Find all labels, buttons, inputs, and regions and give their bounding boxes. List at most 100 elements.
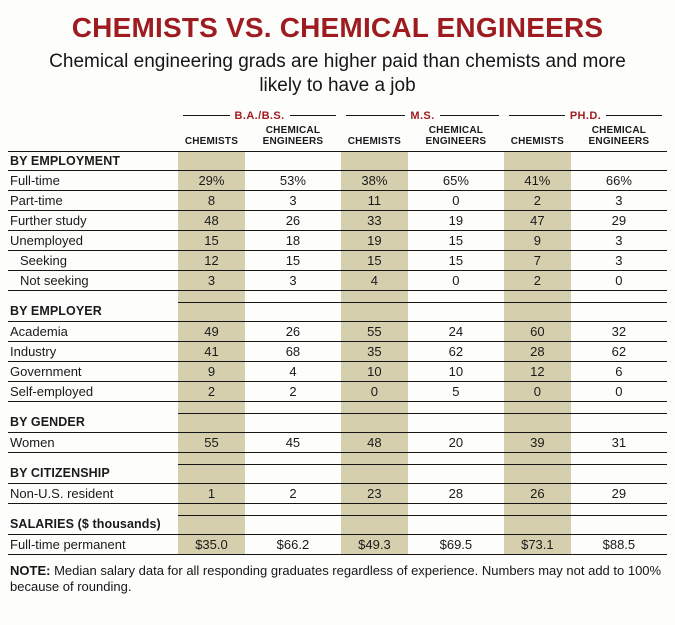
gap-engineers-cell	[570, 401, 667, 414]
cell-value: 23	[341, 483, 408, 504]
section-label: SALARIES ($ thousands)	[8, 515, 179, 535]
gap-chemists-cell	[503, 401, 571, 414]
cell-value: 6	[570, 361, 667, 382]
table-row: Full-time permanent $35.0 $66.2 $49.3 $69.5 $…	[8, 534, 667, 555]
section-gap-row	[8, 452, 667, 465]
degree-header-row: B.A./B.S. M.S. PH.D.	[8, 108, 667, 125]
cell-value: 48	[178, 210, 245, 231]
row-label: Academia	[8, 321, 179, 342]
cell-value: 15	[178, 230, 245, 251]
table-row: Further study 48 26 33 19 47 29	[8, 210, 667, 231]
section-header-row: BY CITIZENSHIP	[8, 464, 667, 484]
row-label: Full-time permanent	[8, 534, 179, 555]
footnote: NOTE: Median salary data for all respond…	[10, 563, 665, 597]
degree-rule-left	[508, 115, 565, 116]
section-chemists-cell	[178, 302, 245, 322]
degree-group-header: B.A./B.S.	[178, 108, 341, 125]
row-label: Government	[8, 361, 179, 382]
cell-value: 5	[407, 381, 504, 402]
cell-value: 3	[570, 190, 667, 211]
gap-chemists-cell	[341, 452, 408, 465]
table-row: Industry 41 68 35 62 28 62	[8, 341, 667, 362]
section-chemists-cell	[341, 515, 408, 535]
section-chemists-cell	[341, 413, 408, 433]
cell-value: 0	[407, 270, 504, 291]
degree-rule-right	[289, 115, 337, 116]
cell-value: 12	[178, 250, 245, 271]
cell-value: 8	[178, 190, 245, 211]
cell-value: 45	[244, 432, 342, 453]
footnote-label: NOTE:	[10, 562, 51, 578]
cell-value: 26	[244, 321, 342, 342]
chemists-column-header: CHEMISTS	[178, 124, 245, 152]
gap-chemists-cell	[341, 401, 408, 414]
section-label: BY EMPLOYER	[8, 302, 179, 322]
row-label: Part-time	[8, 190, 179, 211]
cell-value: 29	[570, 210, 667, 231]
gap-engineers-cell	[244, 452, 342, 465]
cell-value: 10	[341, 361, 408, 382]
section-engineers-cell	[570, 413, 667, 433]
gap-engineers-cell	[407, 503, 504, 516]
table-head: B.A./B.S. M.S. PH.D. CHEMISTS CHEMICAL ENGIN…	[8, 108, 667, 152]
cell-value: 29%	[178, 170, 245, 191]
cell-value: 19	[407, 210, 504, 231]
table-row: Government 9 4 10 10 12 6	[8, 361, 667, 382]
degree-rule-right	[439, 115, 499, 116]
section-header-row: SALARIES ($ thousands)	[8, 515, 667, 535]
degree-label: PH.D.	[569, 109, 602, 122]
section-chemists-cell	[503, 413, 571, 433]
gap-chemists-cell	[178, 452, 245, 465]
cell-value: 15	[341, 250, 408, 271]
section-chemists-cell	[178, 413, 245, 433]
cell-value: 38%	[341, 170, 408, 191]
section-gap-row	[8, 401, 667, 414]
cell-value: 1	[178, 483, 245, 504]
degree-group-header: PH.D.	[504, 108, 667, 125]
table-body: BY EMPLOYMENT Full-time 29% 53% 38% 65% 41% 66%…	[8, 151, 667, 555]
cell-value: 35	[341, 341, 408, 362]
gap-engineers-cell	[570, 503, 667, 516]
gap-chemists-cell	[503, 503, 571, 516]
cell-value: 49	[178, 321, 245, 342]
degree-group-header: M.S.	[341, 108, 504, 125]
gap-engineers-cell	[407, 401, 504, 414]
page-subtitle: Chemical engineering grads are higher pa…	[49, 51, 626, 96]
cell-value: 0	[503, 381, 571, 402]
section-engineers-cell	[244, 413, 342, 433]
section-chemists-cell	[341, 464, 408, 484]
engineers-column-header: CHEMICAL ENGINEERS	[570, 124, 667, 152]
cell-value: 62	[570, 341, 667, 362]
section-gap-row	[8, 290, 667, 303]
row-label: Further study	[8, 210, 179, 231]
table-row: Women 55 45 48 20 39 31	[8, 432, 667, 453]
cell-value: 65%	[407, 170, 504, 191]
gap-spacer	[8, 290, 178, 302]
cell-value: 3	[244, 270, 342, 291]
table-row: Part-time 8 3 11 0 2 3	[8, 190, 667, 211]
section-header-row: BY GENDER	[8, 413, 667, 433]
gap-engineers-cell	[570, 290, 667, 303]
section-chemists-cell	[503, 151, 571, 171]
row-label: Full-time	[8, 170, 179, 191]
section-header-row: BY EMPLOYMENT	[8, 151, 667, 171]
page-title: CHEMISTS VS. CHEMICAL ENGINEERS	[71, 12, 604, 43]
row-label: Industry	[8, 341, 179, 362]
degree-rule-left	[183, 115, 230, 116]
section-chemists-cell	[178, 464, 245, 484]
section-chemists-cell	[178, 515, 245, 535]
gap-engineers-cell	[244, 290, 342, 303]
section-chemists-cell	[341, 302, 408, 322]
cell-value: $88.5	[570, 534, 667, 555]
cell-value: 29	[570, 483, 667, 504]
cell-value: 10	[407, 361, 504, 382]
cell-value: $49.3	[341, 534, 408, 555]
cell-value: 11	[341, 190, 408, 211]
cell-value: 41	[178, 341, 245, 362]
cell-value: 2	[244, 483, 342, 504]
section-engineers-cell	[244, 151, 342, 171]
section-engineers-cell	[244, 464, 342, 484]
section-chemists-cell	[503, 302, 571, 322]
table-row: Academia 49 26 55 24 60 32	[8, 321, 667, 342]
